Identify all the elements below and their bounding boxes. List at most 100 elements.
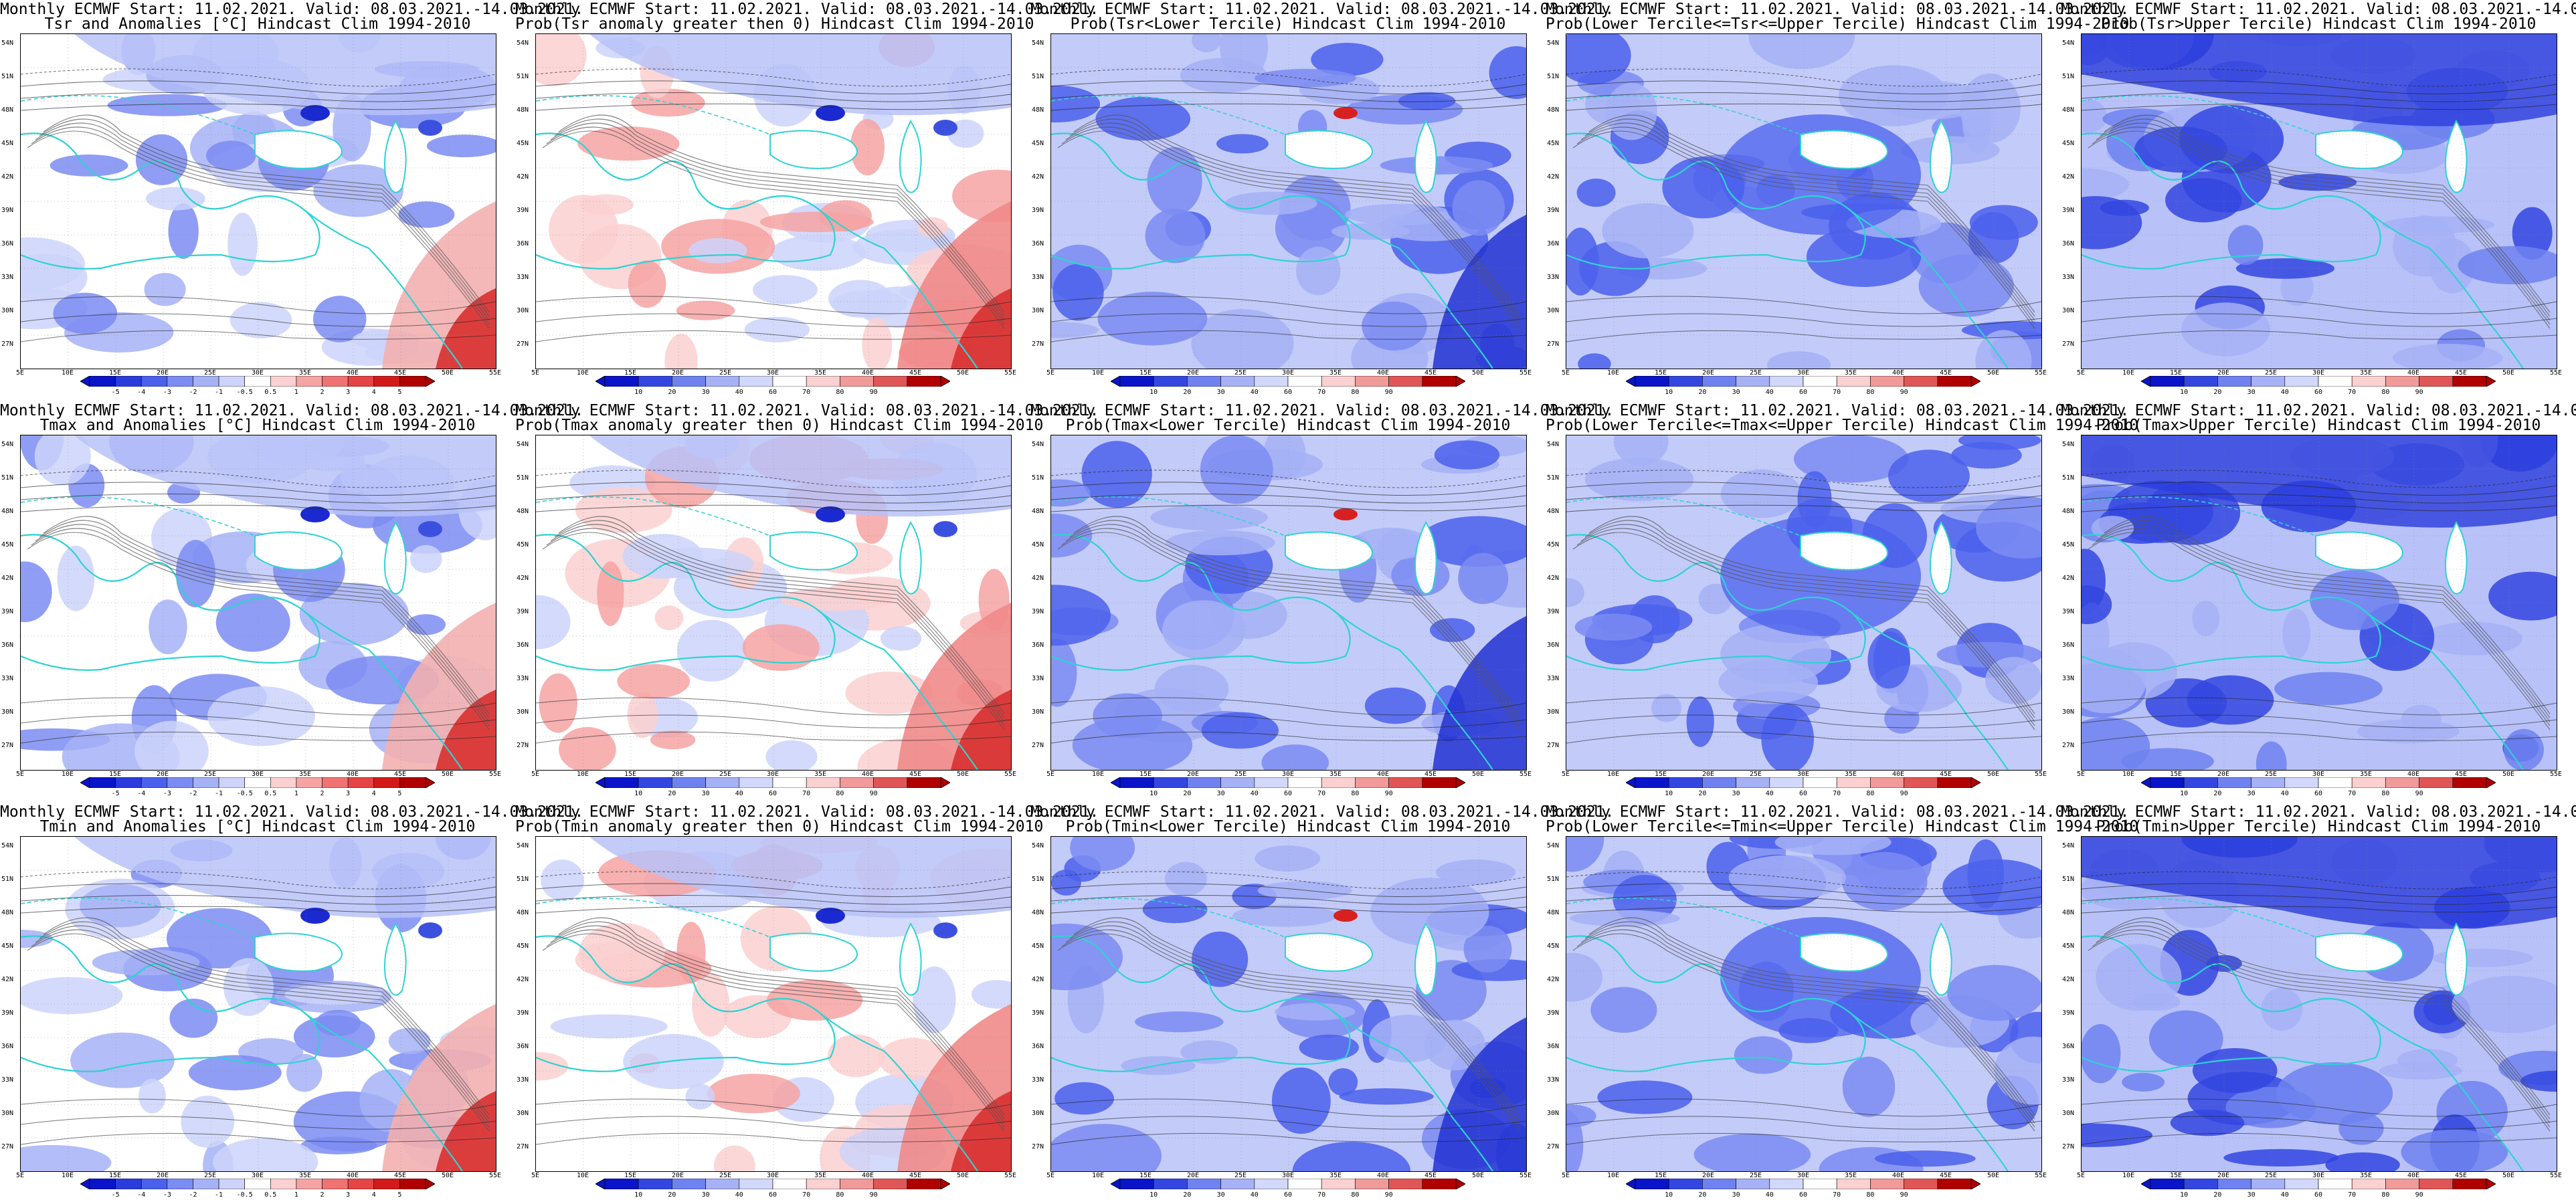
longitude-label: 20E	[671, 1172, 684, 1179]
cold-anomaly-area	[74, 34, 496, 116]
strong-warm-area	[951, 690, 1011, 770]
colorbar-segment	[167, 376, 193, 387]
contour-line	[536, 1098, 1011, 1117]
longitude-label: 20E	[2217, 771, 2230, 778]
colorbar-tick-label: 30	[1216, 1191, 1225, 1199]
contour-line	[536, 883, 1011, 898]
shaded-area	[617, 664, 691, 699]
longitude-label: 15E	[624, 1172, 637, 1179]
colorbar-tick-label: 40	[735, 1191, 743, 1199]
latitude-label: 36N	[517, 1043, 529, 1050]
map-svg	[536, 837, 1011, 1171]
longitude-label: 55E	[2549, 369, 2563, 377]
shaded-area	[1969, 205, 2038, 240]
coastline	[816, 1010, 978, 1171]
colorbar-segment	[115, 777, 142, 788]
forecast-map-panel: Monthly ECMWF Start: 11.02.2021. Valid: …	[2061, 0, 2576, 401]
colorbar-segment	[244, 1179, 271, 1189]
colorbar-tick-label: 20	[1183, 790, 1192, 797]
shaded-area	[2379, 1062, 2462, 1080]
colorbar-tick-label: 70	[1317, 790, 1326, 797]
shaded-area	[2276, 1062, 2393, 1125]
colorbar-tick-label: 80	[2381, 790, 2390, 797]
forecast-map-panel: Monthly ECMWF Start: 11.02.2021. Valid: …	[0, 401, 583, 803]
colorbar-tick-label: 90	[869, 1191, 878, 1199]
colorbar-min-arrow	[595, 777, 606, 788]
strong-warm-area	[436, 288, 496, 369]
colorbar-tick-label: 80	[1351, 790, 1360, 797]
shaded-area	[1051, 322, 1099, 338]
colorbar-tick-label: 10	[1149, 790, 1158, 797]
panel-title-line1: Monthly ECMWF Start: 11.02.2021. Valid: …	[2061, 402, 2576, 419]
latitude-label: 27N	[2062, 1143, 2075, 1150]
longitude-label: 55E	[1519, 1172, 1532, 1179]
map-svg	[21, 837, 496, 1171]
colorbar-segment	[1187, 777, 1221, 788]
contour-line	[536, 731, 1011, 744]
colorbar-segment	[244, 777, 271, 788]
shaded-area	[134, 720, 209, 770]
strong-warm-area	[951, 288, 1011, 369]
contour-line	[536, 1116, 1011, 1130]
colorbar-segment	[840, 376, 874, 387]
longitude-label: 55E	[1004, 1172, 1017, 1179]
latitude-label: 30N	[1032, 708, 1044, 716]
shaded-area	[752, 275, 818, 305]
high-probability-area	[1433, 1017, 1526, 1171]
latitude-label: 48N	[517, 106, 529, 114]
shaded-area	[1793, 435, 1909, 483]
colorbar-tick-label: 60	[1283, 1191, 1293, 1199]
colorbar-segment	[2217, 376, 2251, 387]
colorbar-segment	[604, 1179, 639, 1189]
longitude-label: 10E	[2122, 369, 2135, 377]
shaded-area	[1364, 687, 1427, 724]
contour-line	[1069, 520, 1520, 718]
shaded-area	[1590, 987, 1657, 1033]
shaded-area	[1201, 712, 1279, 749]
colorbar-segment	[1803, 1179, 1837, 1189]
colorbar	[80, 777, 435, 788]
colorbar-segment	[1187, 1179, 1221, 1189]
latitude-label: 33N	[517, 274, 529, 281]
latitude-label: 36N	[1547, 240, 1560, 247]
contour-line	[1572, 130, 2035, 329]
longitude-label: 30E	[1281, 1172, 1295, 1179]
contour-line	[1057, 532, 1520, 730]
shaded-area	[2392, 343, 2503, 369]
colorbar-segment	[1769, 1179, 1804, 1189]
colorbar-min-arrow	[2141, 777, 2151, 788]
contour-line	[21, 504, 496, 512]
colorbar-segment	[772, 777, 807, 788]
shaded-area	[57, 545, 95, 611]
contour-line	[536, 714, 1011, 728]
contour-line	[1051, 697, 1526, 716]
panel-title-line2: Tmin and Anomalies [°C] Hindcast Clim 19…	[39, 818, 476, 835]
contour-line	[1051, 1116, 1526, 1130]
colorbar-tick-label: 70	[802, 1191, 811, 1199]
shaded-area	[713, 1145, 755, 1171]
latitude-label: 54N	[1032, 441, 1044, 448]
shaded-area	[2223, 1148, 2339, 1167]
colorbar-min-arrow	[595, 376, 606, 387]
longitude-label: 5E	[531, 771, 540, 778]
latitude-label: 39N	[517, 608, 529, 615]
colorbar-tick-label: 70	[1833, 790, 1841, 797]
colorbar-segment	[2452, 1179, 2487, 1189]
map-svg	[2082, 837, 2557, 1171]
longitude-label: 50E	[956, 1172, 970, 1179]
shaded-area	[1254, 69, 1357, 88]
longitude-label: 45E	[393, 1172, 407, 1179]
shaded-area	[2122, 1072, 2165, 1092]
shaded-area	[575, 487, 672, 533]
longitude-label: 55E	[2549, 1172, 2563, 1179]
shaded-area	[541, 860, 584, 901]
cold-anomaly-core	[300, 506, 330, 522]
colorbar	[595, 1179, 950, 1189]
colorbar-segment	[89, 376, 116, 387]
shaded-area	[53, 292, 118, 334]
shaded-area	[880, 626, 922, 651]
shaded-area	[1458, 553, 1509, 605]
contour-line	[35, 122, 490, 321]
shaded-area	[286, 1054, 323, 1092]
latitude-label: 39N	[2062, 207, 2075, 214]
